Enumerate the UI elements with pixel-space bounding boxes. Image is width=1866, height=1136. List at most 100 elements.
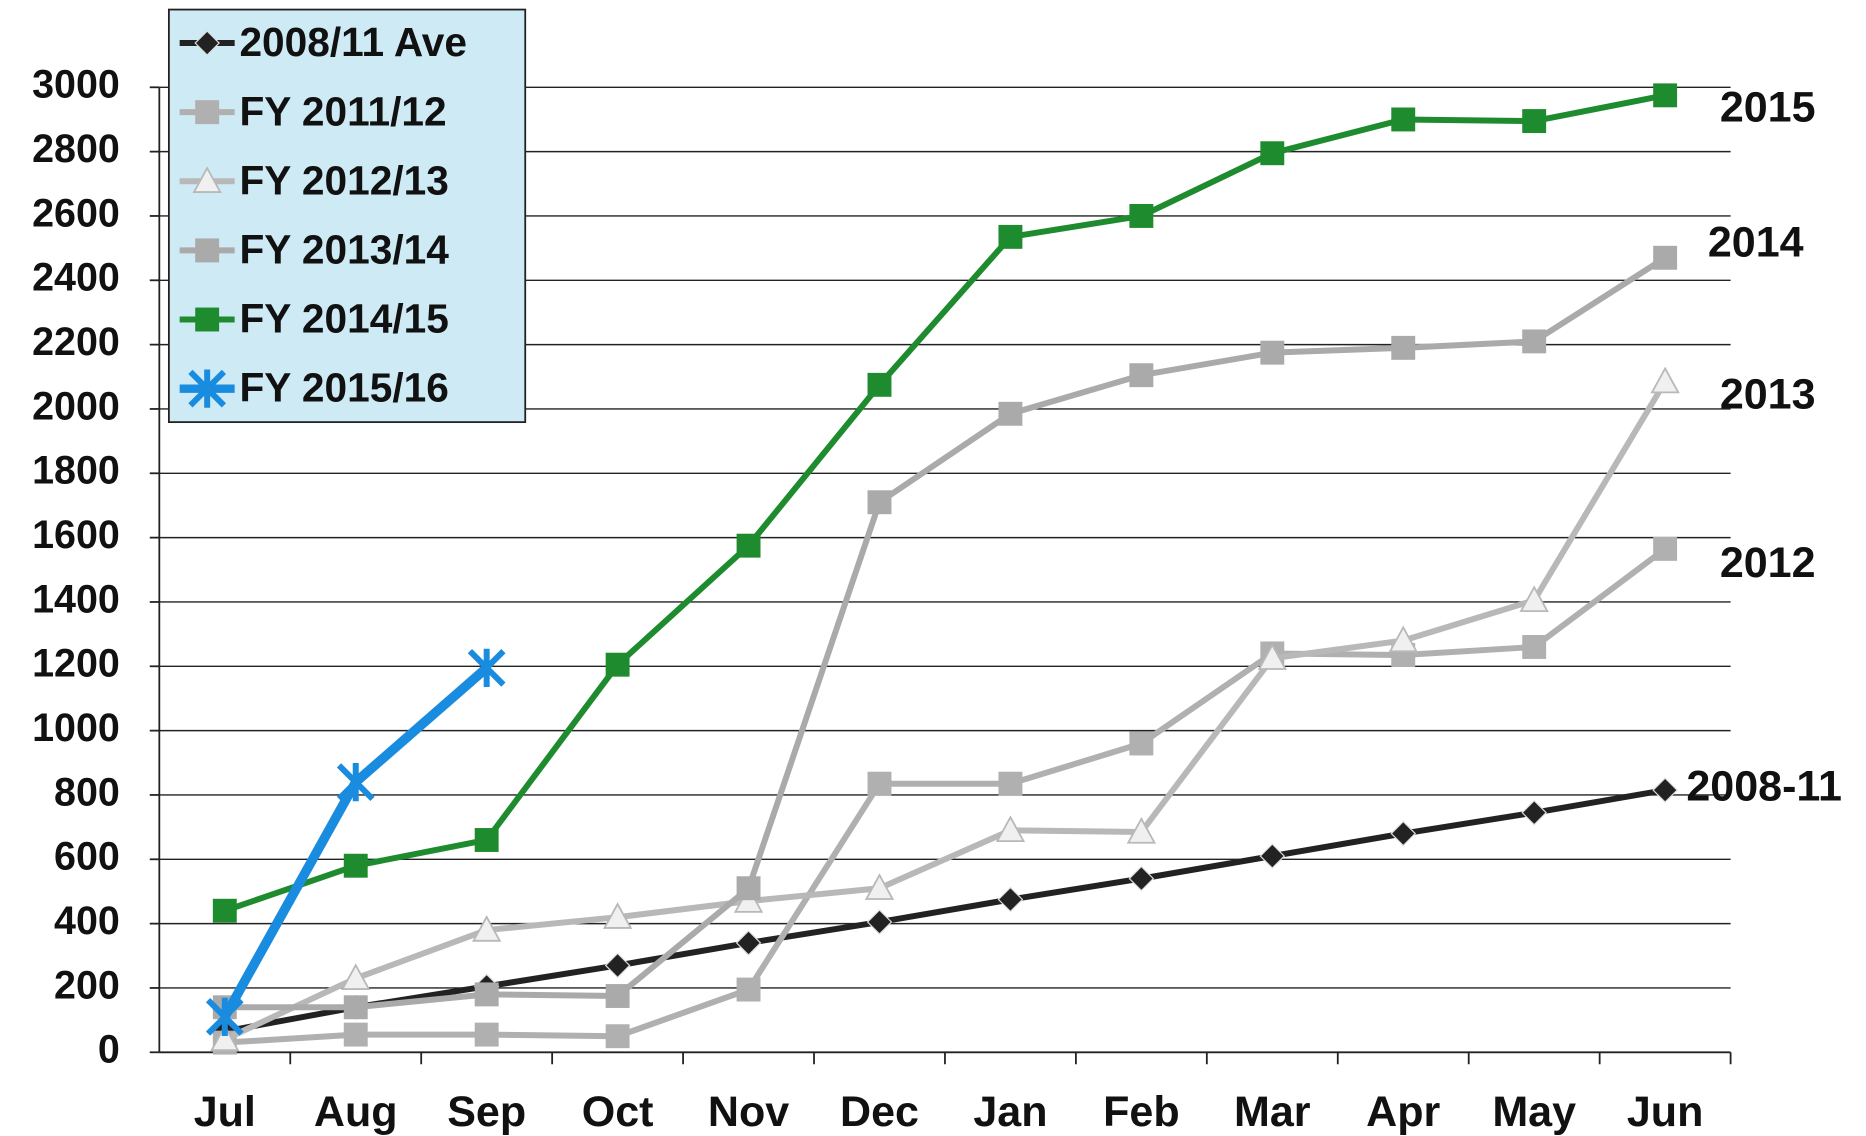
marker bbox=[1259, 843, 1286, 869]
marker bbox=[210, 1024, 240, 1052]
marker bbox=[192, 166, 222, 193]
marker bbox=[995, 815, 1026, 843]
annotation: 2013 bbox=[1720, 370, 1816, 418]
y-tick-label: 400 bbox=[54, 899, 120, 943]
marker bbox=[1129, 731, 1154, 756]
marker bbox=[998, 401, 1023, 426]
x-tick-label: Nov bbox=[708, 1088, 789, 1136]
legend-box bbox=[167, 8, 527, 424]
x-tick-label: Mar bbox=[1234, 1088, 1311, 1136]
y-tick-label: 200 bbox=[54, 963, 120, 1007]
marker bbox=[1653, 536, 1678, 561]
marker bbox=[602, 902, 633, 929]
y-tick-label: 3000 bbox=[32, 63, 120, 107]
marker bbox=[343, 853, 368, 878]
marker bbox=[1650, 366, 1680, 394]
annotation: 2014 bbox=[1708, 219, 1804, 267]
y-tick-label: 1200 bbox=[32, 642, 120, 686]
y-tick-label: 1600 bbox=[32, 513, 120, 557]
marker bbox=[195, 238, 220, 263]
marker bbox=[467, 648, 506, 688]
marker bbox=[472, 915, 502, 942]
marker bbox=[736, 876, 761, 901]
legend-label: FY 2013/14 bbox=[239, 227, 449, 273]
marker bbox=[343, 995, 368, 1020]
legend-label: 2008/11 Ave bbox=[239, 19, 466, 65]
legend-label: FY 2011/12 bbox=[239, 88, 446, 134]
marker bbox=[1653, 245, 1678, 270]
x-tick-label: Oct bbox=[582, 1088, 654, 1136]
marker bbox=[1129, 204, 1154, 228]
series-line bbox=[223, 380, 1668, 1043]
y-tick-label: 1000 bbox=[32, 706, 120, 750]
marker bbox=[1257, 643, 1287, 670]
marker bbox=[1129, 363, 1154, 388]
marker bbox=[341, 963, 371, 990]
marker bbox=[1391, 335, 1416, 360]
marker bbox=[1260, 340, 1285, 365]
marker bbox=[1522, 109, 1547, 134]
x-tick-label: Jul bbox=[194, 1088, 256, 1136]
annotation: 2008-11 bbox=[1686, 763, 1842, 811]
x-tick-label: Feb bbox=[1103, 1088, 1180, 1136]
marker bbox=[336, 762, 375, 802]
marker bbox=[1519, 585, 1549, 613]
marker bbox=[205, 997, 244, 1037]
marker bbox=[997, 886, 1024, 913]
marker bbox=[474, 982, 499, 1007]
legend-label: FY 2014/15 bbox=[239, 296, 448, 342]
series bbox=[211, 777, 1678, 1045]
x-tick-label: Aug bbox=[314, 1088, 398, 1136]
marker bbox=[998, 771, 1023, 796]
marker bbox=[212, 898, 237, 923]
series bbox=[212, 83, 1678, 923]
marker bbox=[1388, 625, 1418, 653]
y-tick-label: 2200 bbox=[32, 320, 120, 364]
marker bbox=[867, 372, 892, 397]
marker bbox=[735, 930, 762, 956]
y-tick-label: 2000 bbox=[32, 384, 120, 428]
x-tick-label: Jan bbox=[973, 1088, 1047, 1136]
y-tick-label: 2600 bbox=[32, 191, 120, 235]
marker bbox=[1260, 141, 1285, 166]
x-tick-label: Dec bbox=[840, 1088, 919, 1136]
marker bbox=[605, 984, 630, 1008]
x-tick-label: Sep bbox=[447, 1088, 526, 1136]
marker bbox=[474, 828, 499, 852]
y-tick-label: 2800 bbox=[32, 127, 120, 171]
marker bbox=[736, 977, 761, 1002]
series bbox=[212, 536, 1678, 1055]
y-tick-label: 600 bbox=[54, 835, 120, 879]
series-line bbox=[224, 255, 1667, 1011]
series-line bbox=[224, 546, 1667, 1046]
marker bbox=[867, 490, 892, 515]
marker bbox=[1128, 865, 1155, 892]
series-line bbox=[224, 787, 1666, 1035]
annotation: 2012 bbox=[1720, 539, 1816, 587]
y-tick-label: 1400 bbox=[32, 577, 120, 621]
legend: 2008/11 Ave FY 2011/12 FY 2012/13 FY 2013/1… bbox=[167, 8, 527, 424]
x-tick-label: May bbox=[1492, 1088, 1576, 1136]
marker bbox=[1390, 820, 1417, 847]
marker bbox=[866, 909, 893, 935]
marker bbox=[867, 771, 892, 796]
marker bbox=[605, 1024, 630, 1049]
marker bbox=[604, 952, 631, 979]
marker bbox=[1522, 635, 1547, 659]
legend-label: FY 2012/13 bbox=[239, 157, 448, 203]
marker bbox=[1521, 799, 1547, 826]
marker bbox=[1391, 107, 1416, 132]
marker bbox=[1126, 816, 1157, 844]
marker bbox=[1652, 777, 1678, 803]
series bbox=[205, 648, 506, 1037]
annotation: 2015 bbox=[1720, 83, 1816, 131]
marker bbox=[343, 1022, 368, 1047]
y-tick-label: 0 bbox=[98, 1028, 120, 1072]
y-tick-label: 800 bbox=[54, 770, 120, 814]
x-tick-label: Apr bbox=[1366, 1088, 1440, 1136]
series bbox=[210, 366, 1680, 1052]
marker bbox=[736, 533, 761, 558]
marker bbox=[605, 652, 630, 677]
marker bbox=[188, 369, 227, 408]
